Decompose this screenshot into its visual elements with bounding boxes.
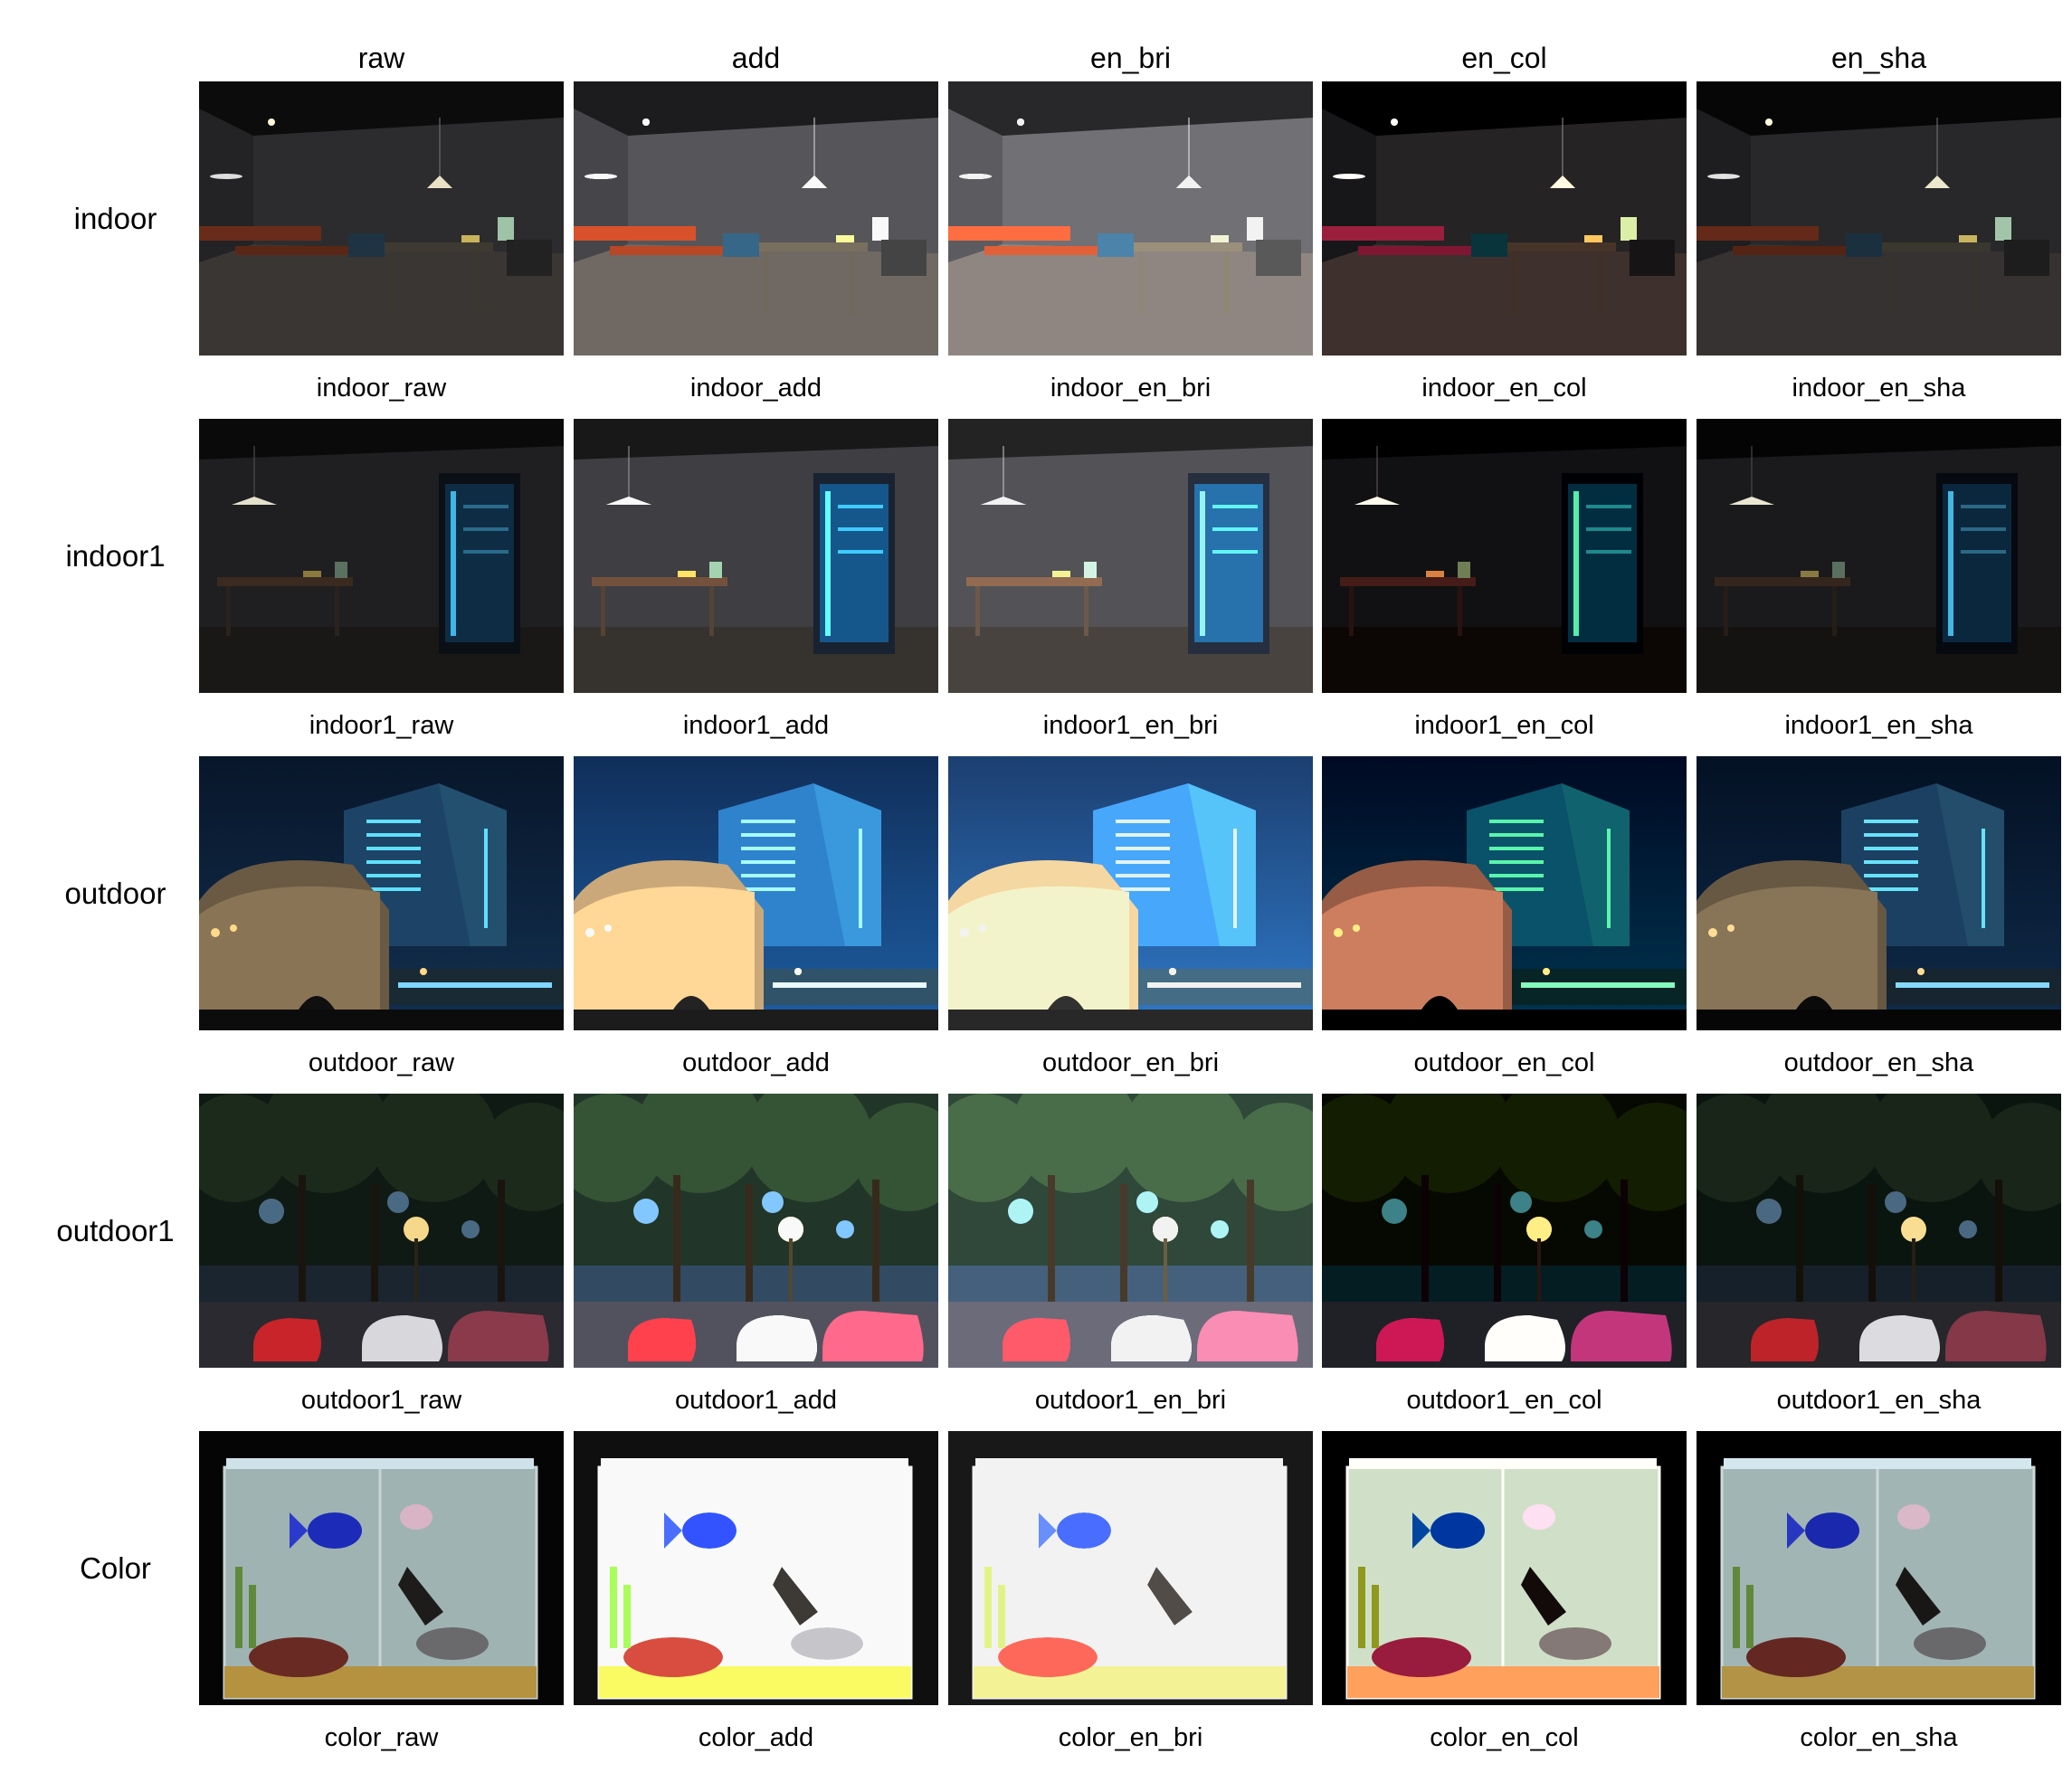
image-outdoor-add: [574, 756, 938, 1030]
caption-indoor-en-bri: indoor_en_bri: [1050, 374, 1212, 403]
column-header-add: add: [731, 42, 781, 74]
image-indoor1-en-sha: [1697, 419, 2061, 693]
image-indoor1-raw: [199, 419, 564, 693]
row-label-indoor1: indoor1: [65, 538, 166, 573]
image-outdoor1-en-bri: [948, 1094, 1313, 1368]
caption-color-raw: color_raw: [324, 1723, 439, 1752]
image-outdoor1-add: [574, 1094, 938, 1368]
image-indoor1-en-bri: [948, 419, 1313, 693]
image-indoor-en-sha: [1697, 81, 2061, 356]
image-outdoor1-raw: [199, 1094, 564, 1368]
caption-indoor-raw: indoor_raw: [316, 374, 447, 403]
caption-outdoor1-en-bri: outdoor1_en_bri: [1034, 1386, 1227, 1415]
caption-indoor1-en-col: indoor1_en_col: [1414, 711, 1594, 740]
row-label-indoor: indoor: [73, 201, 157, 235]
image-color-en-col: [1322, 1431, 1687, 1705]
caption-indoor-en-sha: indoor_en_sha: [1792, 374, 1966, 403]
caption-outdoor-en-bri: outdoor_en_bri: [1041, 1048, 1220, 1077]
column-header-en-sha: en_sha: [1831, 42, 1926, 74]
caption-indoor1-add: indoor1_add: [682, 711, 830, 740]
column-header-raw: raw: [357, 42, 405, 74]
column-header-en-bri: en_bri: [1090, 42, 1171, 74]
image-color-add: [574, 1431, 938, 1705]
image-outdoor-en-bri: [948, 756, 1313, 1030]
image-indoor-en-bri: [948, 81, 1313, 356]
image-indoor-en-col: [1322, 81, 1687, 356]
caption-outdoor1-en-col: outdoor1_en_col: [1406, 1386, 1602, 1415]
caption-indoor1-raw: indoor1_raw: [309, 711, 454, 740]
caption-indoor-en-col: indoor_en_col: [1421, 374, 1587, 403]
caption-indoor1-en-bri: indoor1_en_bri: [1042, 711, 1219, 740]
image-outdoor-en-col: [1322, 756, 1687, 1030]
image-indoor-add: [574, 81, 938, 356]
row-label-outdoor: outdoor: [64, 876, 166, 910]
caption-outdoor1-add: outdoor1_add: [675, 1386, 837, 1415]
caption-outdoor1-en-sha: outdoor1_en_sha: [1776, 1386, 1982, 1415]
caption-outdoor1-raw: outdoor1_raw: [300, 1386, 462, 1415]
image-indoor1-add: [574, 419, 938, 693]
caption-outdoor-en-sha: outdoor_en_sha: [1783, 1048, 1974, 1077]
image-outdoor1-en-col: [1322, 1094, 1687, 1368]
image-outdoor1-en-sha: [1697, 1094, 2061, 1368]
image-color-en-sha: [1697, 1431, 2061, 1705]
caption-outdoor-raw: outdoor_raw: [308, 1048, 455, 1077]
caption-indoor1-en-sha: indoor1_en_sha: [1784, 711, 1973, 740]
caption-outdoor-add: outdoor_add: [682, 1048, 830, 1077]
row-label-outdoor1: outdoor1: [56, 1213, 175, 1247]
column-header-en-col: en_col: [1461, 42, 1547, 74]
caption-outdoor-en-col: outdoor_en_col: [1413, 1048, 1595, 1077]
image-outdoor-en-sha: [1697, 756, 2061, 1030]
caption-indoor-add: indoor_add: [689, 374, 822, 403]
image-color-en-bri: [948, 1431, 1313, 1705]
row-label-color: Color: [80, 1550, 151, 1585]
image-indoor1-en-col: [1322, 419, 1687, 693]
caption-color-en-col: color_en_col: [1430, 1723, 1579, 1752]
caption-color-en-sha: color_en_sha: [1800, 1723, 1958, 1752]
caption-color-en-bri: color_en_bri: [1058, 1723, 1203, 1752]
image-indoor-raw: [199, 81, 564, 356]
image-outdoor-raw: [199, 756, 564, 1030]
caption-color-add: color_add: [698, 1723, 814, 1752]
image-color-raw: [199, 1431, 564, 1705]
